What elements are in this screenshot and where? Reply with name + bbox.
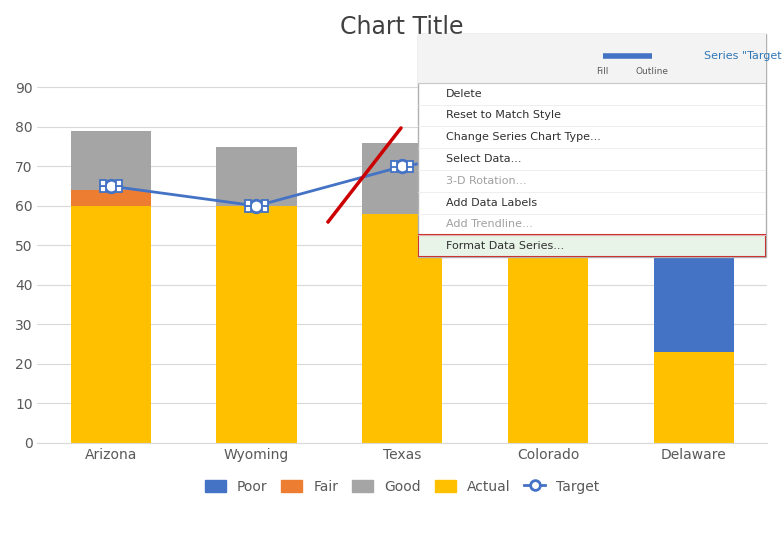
Bar <box>654 352 734 443</box>
Bar <box>70 131 151 190</box>
Bar <box>508 222 588 443</box>
Bar <box>654 56 734 135</box>
Bar <box>418 235 766 257</box>
Text: Fill: Fill <box>597 68 609 77</box>
Bar <box>217 206 296 443</box>
Text: Series "Target": Series "Target" <box>704 51 782 61</box>
Text: Delete: Delete <box>447 89 482 98</box>
Bar <box>362 143 443 214</box>
Text: Add Trendline...: Add Trendline... <box>447 220 533 229</box>
Text: Add Data Labels: Add Data Labels <box>447 198 537 207</box>
Target <box>689 242 698 249</box>
Line: Target: Target <box>105 136 700 252</box>
Target <box>543 139 553 146</box>
Text: Format Data Series...: Format Data Series... <box>447 241 565 251</box>
Bar <box>362 214 443 443</box>
Text: Outline: Outline <box>635 68 668 77</box>
Bar <box>217 146 296 206</box>
Bar <box>654 135 734 198</box>
Text: 3-D Rotation...: 3-D Rotation... <box>447 176 527 186</box>
FancyBboxPatch shape <box>418 34 766 257</box>
Bar <box>508 143 588 222</box>
Text: Change Series Chart Type...: Change Series Chart Type... <box>447 132 601 142</box>
Bar <box>654 198 734 352</box>
Target <box>106 183 116 190</box>
Bar <box>70 206 151 443</box>
Text: Select Data...: Select Data... <box>447 154 522 164</box>
Bar <box>70 190 151 206</box>
Legend: Poor, Fair, Good, Actual, Target: Poor, Fair, Good, Actual, Target <box>199 474 605 499</box>
Title: Chart Title: Chart Title <box>340 15 464 39</box>
Text: Reset to Match Style: Reset to Match Style <box>447 111 561 120</box>
Bar <box>418 34 766 83</box>
Target <box>397 163 407 170</box>
Target <box>252 202 261 209</box>
